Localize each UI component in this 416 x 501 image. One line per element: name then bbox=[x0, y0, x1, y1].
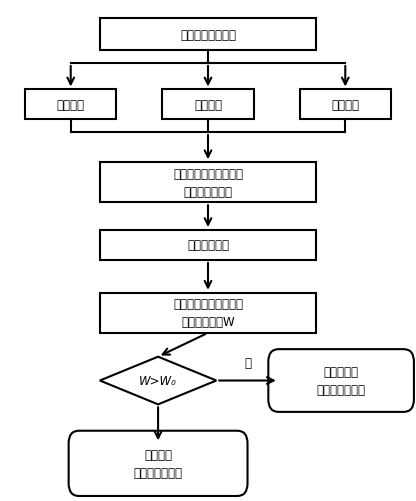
FancyBboxPatch shape bbox=[25, 90, 116, 120]
FancyBboxPatch shape bbox=[300, 90, 391, 120]
Text: 不需要设置
行人过街信号灯: 不需要设置 行人过街信号灯 bbox=[317, 365, 366, 396]
Text: 道路条件: 道路条件 bbox=[57, 99, 85, 112]
Text: 否: 否 bbox=[244, 357, 251, 370]
FancyBboxPatch shape bbox=[268, 350, 414, 412]
Polygon shape bbox=[100, 357, 216, 405]
Text: 需要设置
行人过街信号灯: 需要设置 行人过街信号灯 bbox=[134, 448, 183, 479]
Text: 构造路段行人过街信号
灯设置依据模型: 构造路段行人过街信号 灯设置依据模型 bbox=[173, 167, 243, 198]
Text: 确定模型参数: 确定模型参数 bbox=[187, 239, 229, 252]
Text: 计算路段行人过街信号
灯设置依据值W: 计算路段行人过街信号 灯设置依据值W bbox=[173, 298, 243, 329]
Text: W>W₀: W>W₀ bbox=[139, 374, 177, 387]
FancyBboxPatch shape bbox=[100, 293, 316, 333]
Text: 交通环境: 交通环境 bbox=[331, 99, 359, 112]
FancyBboxPatch shape bbox=[100, 163, 316, 203]
FancyBboxPatch shape bbox=[69, 431, 248, 496]
FancyBboxPatch shape bbox=[100, 230, 316, 261]
Text: 调查路段相关数据: 调查路段相关数据 bbox=[180, 29, 236, 42]
FancyBboxPatch shape bbox=[162, 90, 254, 120]
FancyBboxPatch shape bbox=[100, 19, 316, 51]
Text: 交通流量: 交通流量 bbox=[194, 99, 222, 112]
